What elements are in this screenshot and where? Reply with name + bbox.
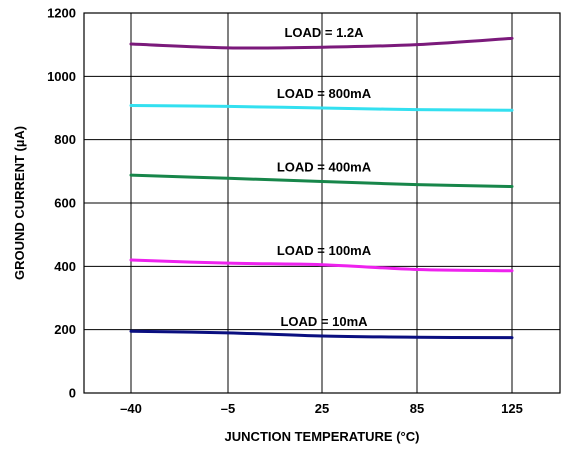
x-tick-label: 125 bbox=[501, 401, 523, 416]
series-line bbox=[129, 329, 514, 340]
y-tick-label: 0 bbox=[69, 386, 76, 401]
series-label: LOAD = 10mA bbox=[280, 314, 368, 329]
series-label: LOAD = 800mA bbox=[277, 86, 372, 101]
x-tick-labels: –40 –5 25 85 125 bbox=[120, 401, 523, 416]
x-tick-label: 25 bbox=[315, 401, 329, 416]
series-line bbox=[129, 258, 514, 273]
y-tick-labels: 0 200 400 600 800 1000 1200 bbox=[47, 6, 76, 401]
series-labels: LOAD = 1.2A LOAD = 800mA LOAD = 400mA LOAD … bbox=[277, 25, 372, 329]
x-tick-label: –5 bbox=[221, 401, 235, 416]
y-tick-label: 400 bbox=[54, 259, 76, 274]
series-group bbox=[129, 36, 514, 340]
y-tick-label: 600 bbox=[54, 196, 76, 211]
y-tick-label: 1200 bbox=[47, 6, 76, 21]
y-tick-label: 1000 bbox=[47, 69, 76, 84]
series-label: LOAD = 400mA bbox=[277, 159, 372, 174]
grid bbox=[84, 13, 560, 393]
series-line bbox=[129, 36, 514, 50]
series-line bbox=[129, 103, 514, 112]
x-axis-label: JUNCTION TEMPERATURE (°C) bbox=[225, 429, 420, 444]
y-tick-label: 200 bbox=[54, 322, 76, 337]
y-tick-label: 800 bbox=[54, 132, 76, 147]
series-label: LOAD = 100mA bbox=[277, 243, 372, 258]
series-line bbox=[129, 173, 514, 189]
y-axis-label: GROUND CURRENT (µA) bbox=[12, 126, 27, 280]
series-label: LOAD = 1.2A bbox=[284, 25, 364, 40]
x-tick-label: –40 bbox=[120, 401, 142, 416]
x-tick-label: 85 bbox=[410, 401, 424, 416]
